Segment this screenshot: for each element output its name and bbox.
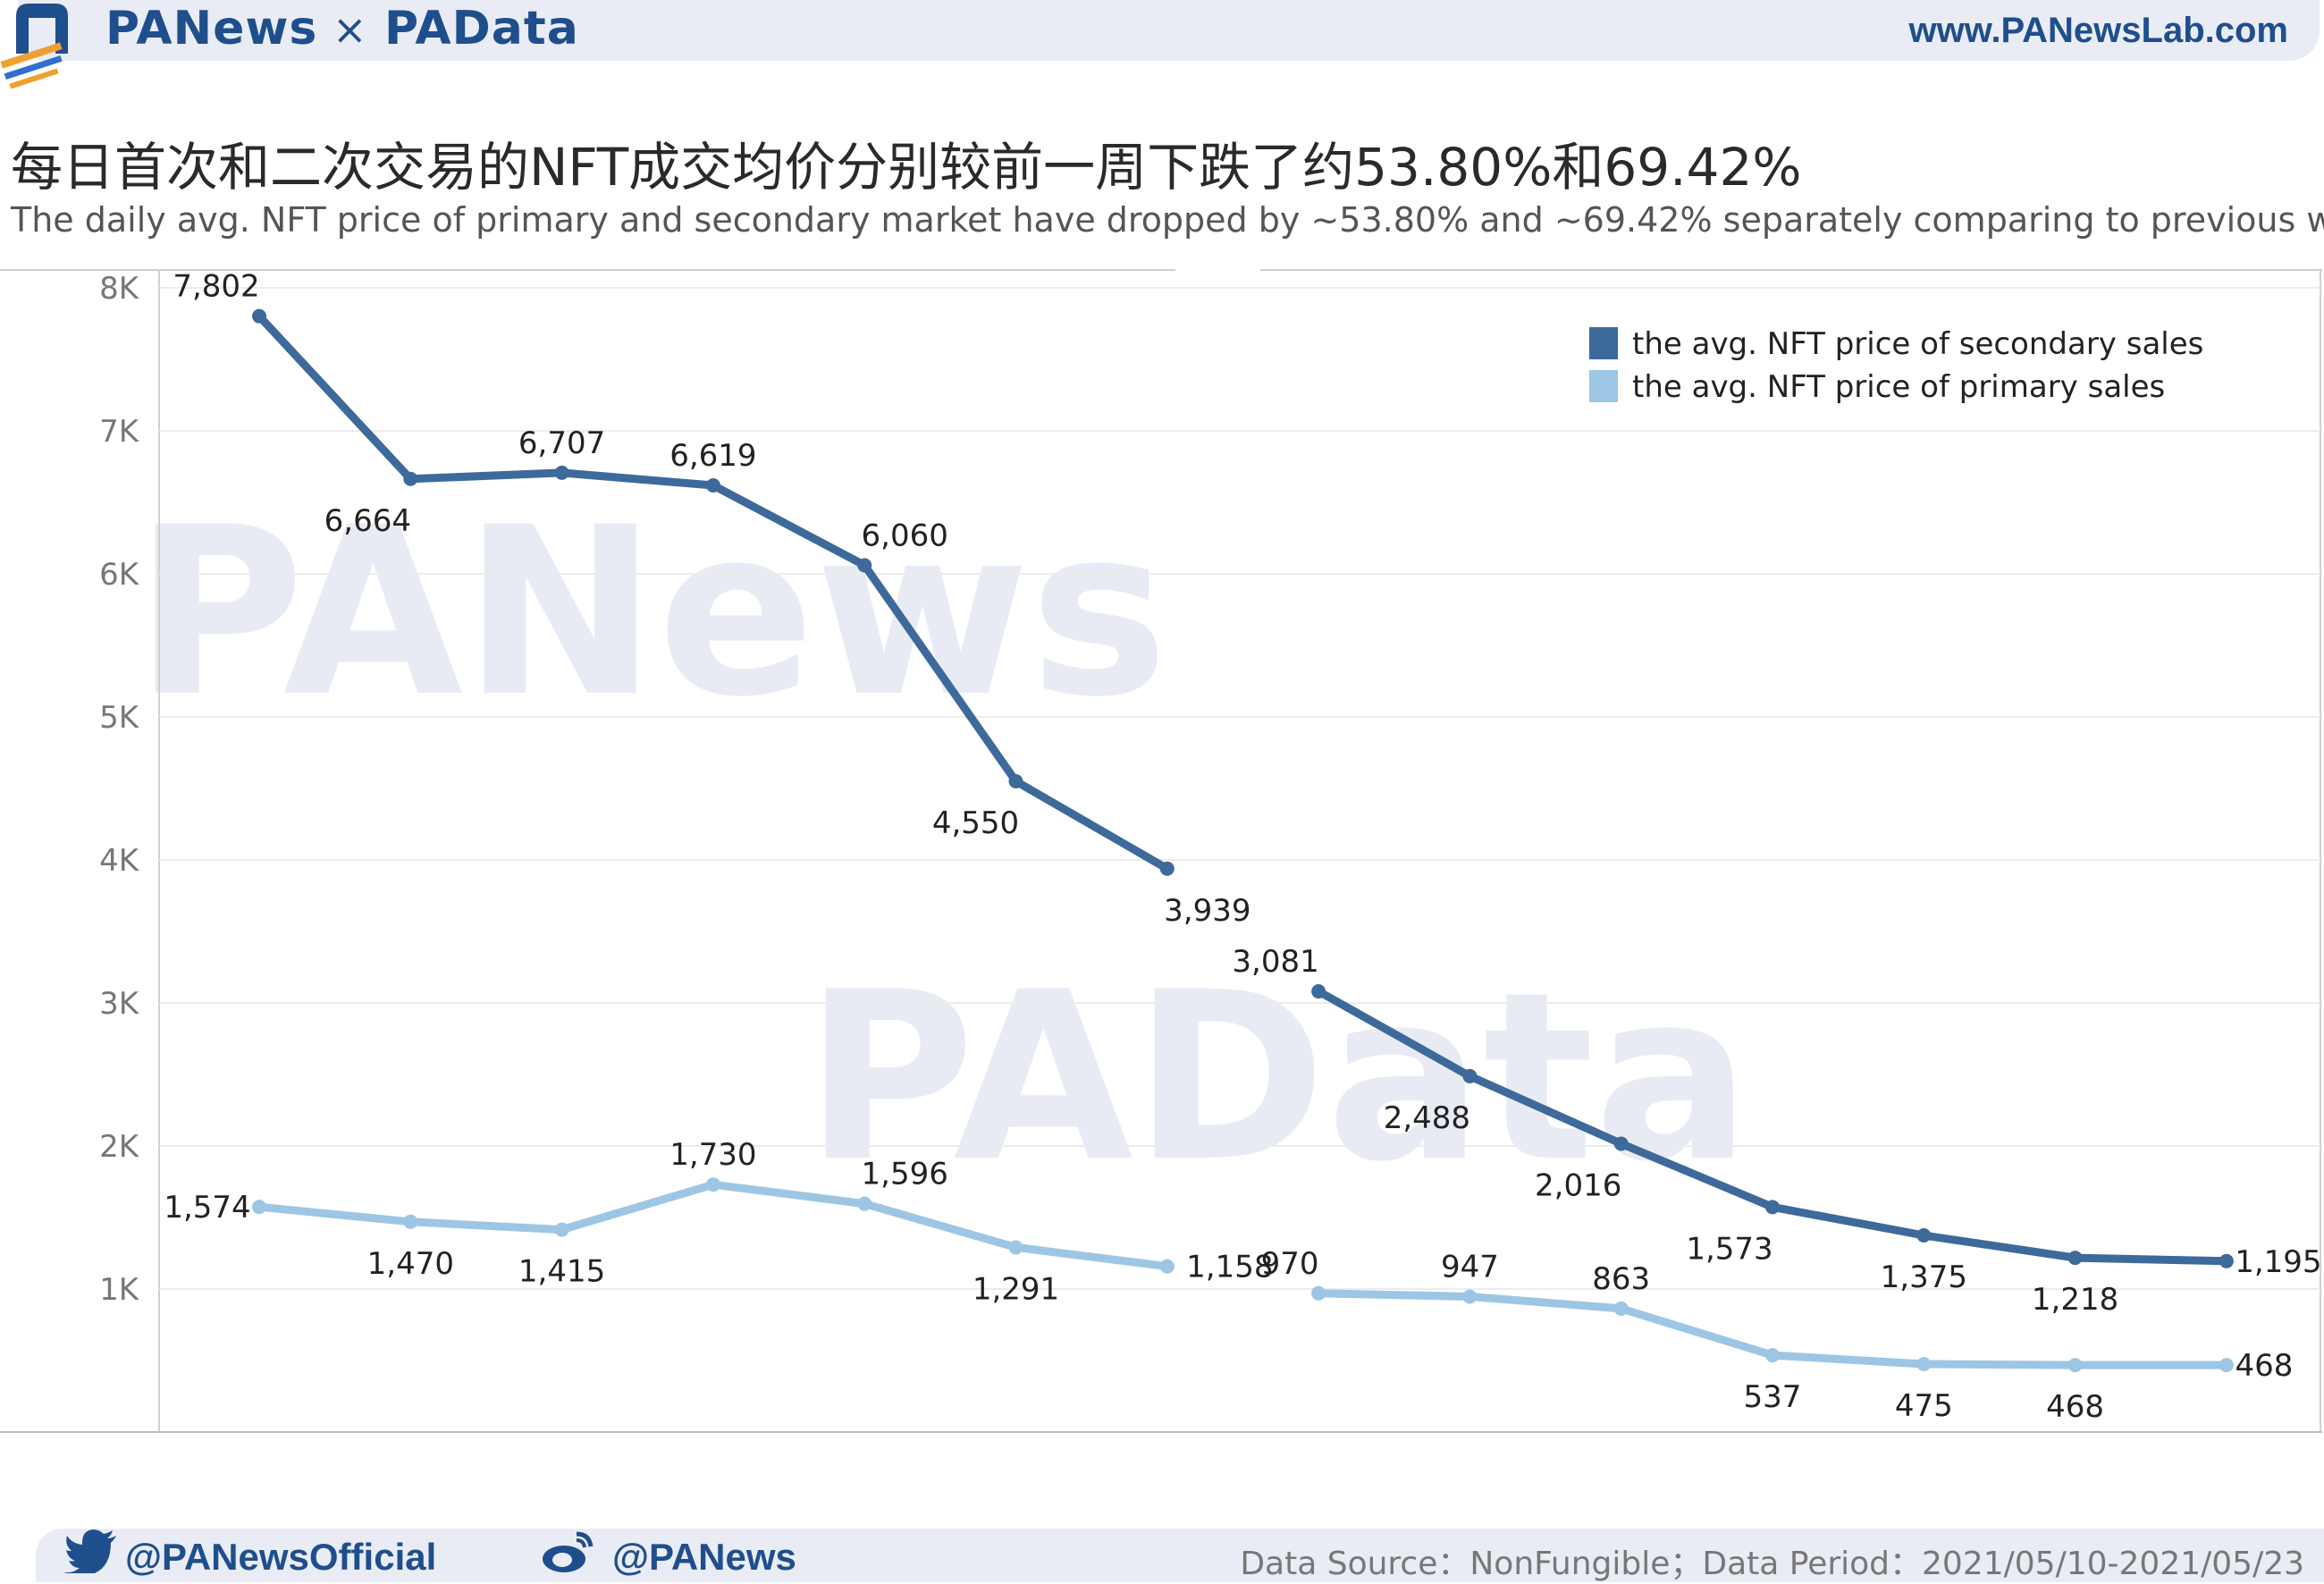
series-1-data-label-11: 475 [1895, 1388, 1953, 1424]
series-1-point-4 [857, 1196, 872, 1211]
series-1-data-label-9: 863 [1592, 1261, 1650, 1297]
y-tick-label-3: 5K [99, 700, 140, 736]
legend: the avg. NFT price of secondary sales th… [1589, 326, 2203, 405]
series-0-data-label-13: 1,195 [2235, 1244, 2321, 1280]
y-tick-label-6: 2K [99, 1129, 140, 1165]
series-1-point-3 [705, 1177, 720, 1192]
series-0-point-1 [403, 471, 418, 486]
series-0-point-0 [252, 308, 266, 324]
chart-title: 每日首次和二次交易的NFT成交均价分别较前一周下跌了约53.80%和69.42% [11, 137, 1802, 198]
legend-label-primary: the avg. NFT price of primary sales [1632, 369, 2165, 405]
watermark-padata: PAData [804, 943, 1751, 1213]
series-1-point-1 [403, 1214, 418, 1229]
series-0-data-label-12: 1,218 [2032, 1282, 2118, 1318]
y-grid [159, 287, 2320, 1290]
series-0-point-2 [554, 465, 569, 480]
series-1-data-label-13: 468 [2235, 1348, 2293, 1384]
series-0-point-13 [2219, 1253, 2234, 1268]
series-0-data-label-11: 1,375 [1881, 1260, 1967, 1295]
footer: @PANewsOfficial @PANews Data Source：NonF… [0, 1520, 2324, 1582]
series-0-data-label-0: 7,802 [173, 269, 259, 305]
series-0-data-label-3: 6,619 [669, 438, 756, 474]
y-tick-label-7: 1K [99, 1272, 140, 1308]
series-1-data-label-3: 1,730 [669, 1137, 756, 1173]
series-0-data-label-2: 6,707 [518, 425, 605, 461]
panews-logo-icon [0, 4, 68, 89]
y-tick-label-2: 6K [99, 557, 140, 593]
series-0-point-5 [1008, 774, 1023, 788]
series-1-point-6 [1159, 1259, 1175, 1274]
series-0-point-11 [1916, 1228, 1932, 1243]
series-0-data-label-7: 3,081 [1232, 944, 1318, 980]
data-labels: 7,802 6,664 6,707 6,619 6,060 4,550 3,939 3,081… [164, 269, 2321, 1425]
series-layer [252, 308, 2234, 1373]
y-tick-label-4: 4K [99, 843, 140, 879]
series-0-point-9 [1613, 1136, 1629, 1151]
series-0-point-6 [1159, 861, 1175, 876]
legend-label-secondary: the avg. NFT price of secondary sales [1632, 326, 2203, 362]
series-0-point-4 [857, 558, 872, 573]
data-source-note: Data Source：NonFungible；Data Period：2021… [1240, 1546, 2304, 1582]
weibo-icon[interactable] [541, 1529, 594, 1573]
weibo-handle[interactable]: @PANews [612, 1536, 796, 1578]
legend-swatch-secondary [1589, 327, 1618, 359]
y-tick-label-5: 3K [99, 986, 140, 1022]
brand-separator: × [333, 5, 368, 54]
series-1-point-2 [554, 1222, 569, 1237]
brand-panews: PANews [105, 2, 318, 55]
series-1-data-label-4: 1,596 [862, 1157, 948, 1192]
twitter-handle[interactable]: @PANewsOfficial [125, 1536, 437, 1578]
watermark-layer: PANews PAData [134, 478, 1751, 1213]
series-0-data-label-4: 6,060 [862, 518, 948, 553]
series-1-data-label-8: 947 [1441, 1249, 1499, 1285]
series-1-point-9 [1613, 1301, 1629, 1316]
site-url-link[interactable]: www.PANewsLab.com [1908, 11, 2288, 50]
legend-swatch-primary [1589, 370, 1618, 402]
series-0-point-3 [705, 477, 720, 493]
series-1-data-label-7: 970 [1261, 1246, 1319, 1282]
chart-subtitle: The daily avg. NFT price of primary and … [11, 200, 2324, 240]
series-0-data-label-9: 2,016 [1535, 1167, 1621, 1203]
series-0-data-label-6: 3,939 [1164, 893, 1250, 929]
header-bar [18, 0, 2320, 61]
series-1-point-8 [1462, 1289, 1478, 1304]
plot-frame [0, 269, 2322, 1433]
series-0-point-10 [1765, 1200, 1780, 1215]
series-1-data-label-2: 1,415 [518, 1254, 605, 1290]
header: PANews × PAData www.PANewsLab.com [0, 0, 2324, 89]
series-1-data-label-1: 1,470 [367, 1246, 454, 1282]
y-axis: 8K 7K 6K 5K 4K 3K 2K 1K [99, 271, 140, 1308]
watermark-panews: PANews [134, 478, 1168, 748]
series-0-data-label-1: 6,664 [324, 503, 411, 539]
series-1-point-10 [1765, 1348, 1780, 1363]
series-1-point-13 [2219, 1358, 2234, 1373]
series-1-data-label-12: 468 [2046, 1389, 2104, 1425]
y-tick-label-1: 7K [99, 414, 140, 450]
series-1-data-label-0: 1,574 [164, 1190, 250, 1226]
series-1-data-label-5: 1,291 [973, 1271, 1059, 1307]
series-1-point-5 [1008, 1240, 1023, 1255]
twitter-icon[interactable] [64, 1529, 118, 1573]
series-0-data-label-8: 2,488 [1384, 1100, 1470, 1136]
series-1-point-11 [1916, 1357, 1932, 1371]
series-0-point-8 [1462, 1068, 1478, 1083]
series-0-point-12 [2067, 1251, 2083, 1266]
series-0-data-label-5: 4,550 [932, 805, 1019, 841]
series-0-point-7 [1311, 984, 1326, 999]
y-tick-label-0: 8K [99, 271, 140, 307]
brand-padata: PAData [384, 2, 579, 55]
series-1-point-0 [252, 1200, 266, 1215]
series-1-point-12 [2067, 1358, 2083, 1373]
series-0-data-label-10: 1,573 [1686, 1231, 1772, 1267]
series-1-data-label-6: 1,158 [1186, 1250, 1273, 1285]
series-1-point-7 [1311, 1285, 1326, 1301]
series-1-data-label-10: 537 [1744, 1379, 1802, 1415]
